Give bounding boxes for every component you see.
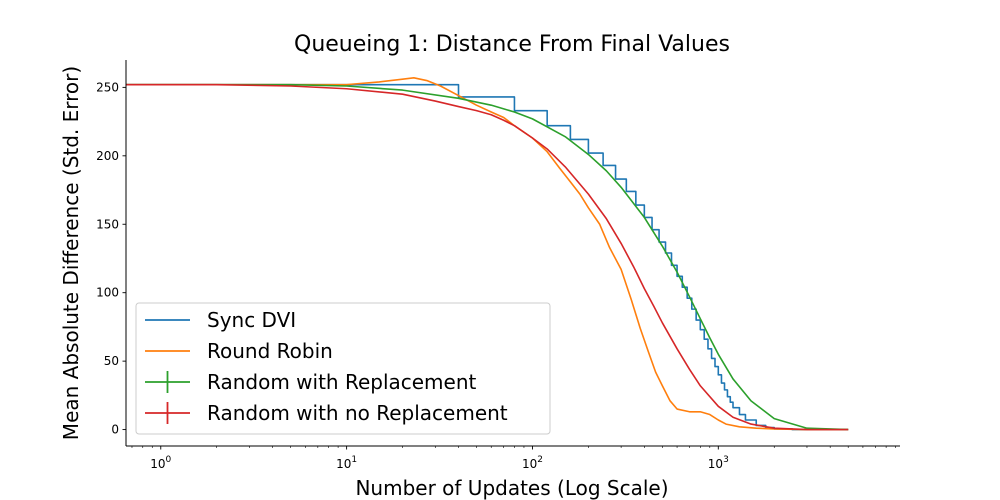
x-tick-base: 10: [150, 457, 165, 471]
legend-label: Round Robin: [207, 339, 333, 363]
legend-label: Random with Replacement: [207, 370, 477, 394]
y-tick-label: 50: [104, 354, 119, 368]
x-tick-base: 10: [336, 457, 351, 471]
x-tick-exponent: 2: [537, 455, 543, 465]
y-tick-label: 150: [96, 217, 119, 231]
series-line-4: [126, 83, 849, 431]
y-axis-title: Mean Absolute Difference (Std. Error): [59, 66, 83, 440]
legend: Sync DVI Round Robin Random with Replaceme…: [135, 302, 551, 435]
legend-entry-3: Random with Replacement: [145, 370, 477, 394]
legend-label: Random with no Replacement: [207, 401, 508, 425]
x-axis-title: Number of Updates (Log Scale): [355, 476, 668, 500]
x-tick-label: 101: [336, 455, 357, 471]
y-tick-label: 0: [111, 423, 119, 437]
series-line-2: [126, 76, 849, 431]
series-line-3: [126, 83, 849, 431]
x-tick-base: 10: [708, 457, 723, 471]
y-tick-label: 250: [96, 80, 119, 94]
x-tick-label: 103: [708, 455, 729, 471]
legend-entry-4: Random with no Replacement: [145, 401, 508, 425]
x-tick-label: 100: [150, 455, 171, 471]
chart-title: Queueing 1: Distance From Final Values: [294, 32, 730, 57]
x-tick-base: 10: [522, 457, 537, 471]
series-layer: [126, 76, 849, 431]
x-tick-label: 102: [522, 455, 543, 471]
x-tick-exponent: 1: [351, 455, 357, 465]
legend-entry-1: Sync DVI: [145, 308, 296, 332]
y-ticks: 0 50 100 150 200 250: [96, 80, 126, 437]
x-tick-exponent: 3: [723, 455, 729, 465]
y-tick-label: 200: [96, 149, 119, 163]
x-tick-exponent: 0: [166, 455, 172, 465]
legend-entry-2: Round Robin: [145, 339, 333, 363]
x-ticks: 100 101 102 103: [131, 446, 896, 471]
legend-box: [135, 302, 551, 435]
legend-label: Sync DVI: [207, 308, 296, 332]
y-tick-label: 100: [96, 286, 119, 300]
